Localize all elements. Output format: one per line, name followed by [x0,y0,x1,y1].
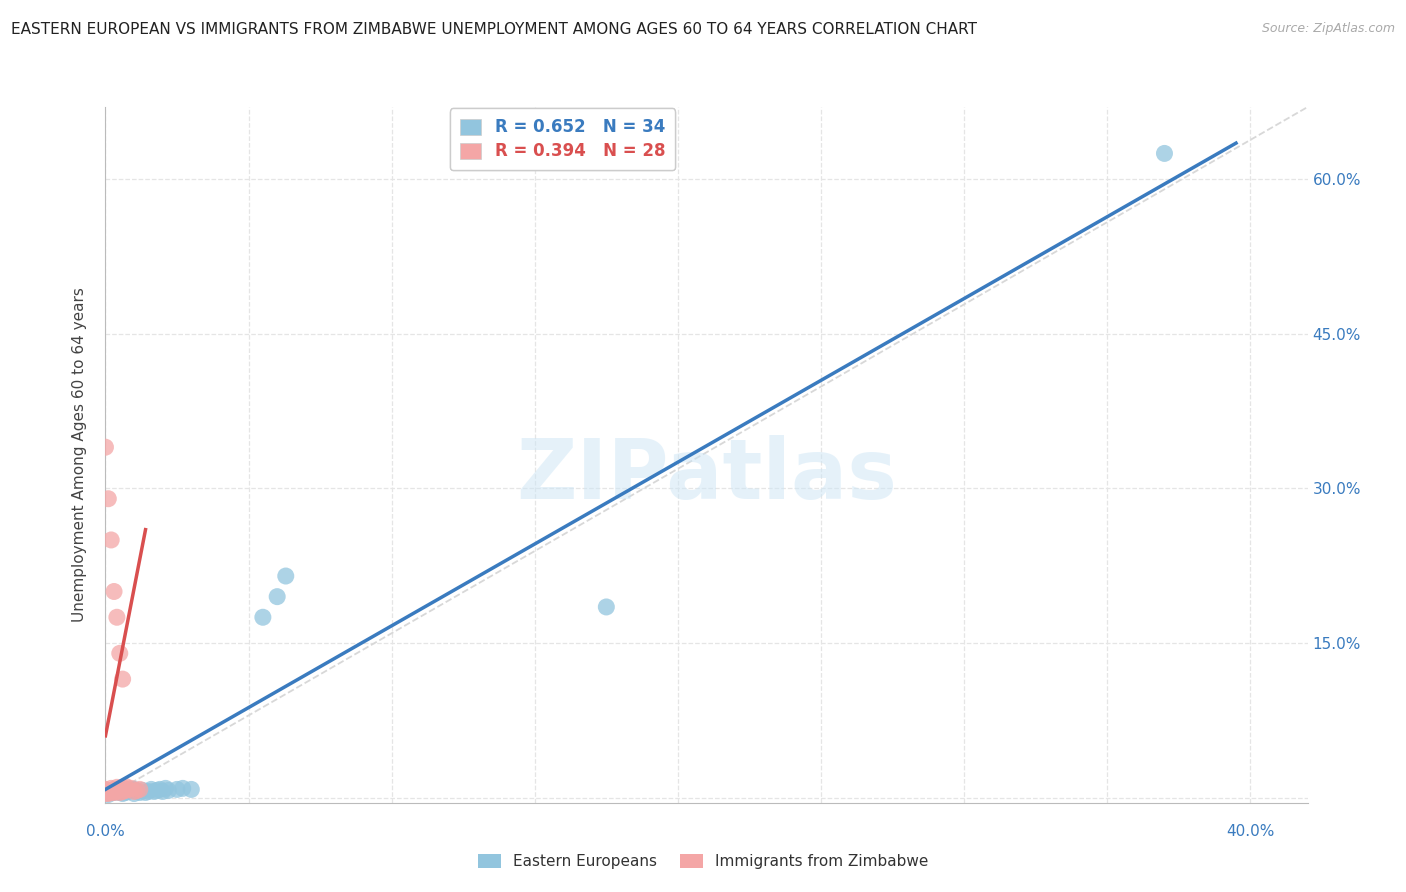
Point [117,784,139,798]
Point [114,780,136,794]
Point [111,784,134,798]
Point [595,599,617,614]
Point [274,569,297,583]
Text: Source: ZipAtlas.com: Source: ZipAtlas.com [1261,22,1395,36]
Point [172,781,194,796]
Point [266,590,288,604]
Point [157,783,180,797]
Point [141,782,163,797]
Point [149,782,172,797]
Point [108,785,131,799]
Point [155,781,177,796]
Point [94,785,117,799]
Point [146,783,169,797]
Point [100,781,122,796]
Point [108,782,131,797]
Text: EASTERN EUROPEAN VS IMMIGRANTS FROM ZIMBABWE UNEMPLOYMENT AMONG AGES 60 TO 64 YE: EASTERN EUROPEAN VS IMMIGRANTS FROM ZIMB… [11,22,977,37]
Point [114,785,136,799]
Point [94,440,117,454]
Point [97,491,120,506]
Point [94,782,117,797]
Point [128,785,150,799]
Point [135,785,157,799]
Point [105,610,128,624]
Point [252,610,274,624]
Point [122,784,145,798]
Point [108,646,131,660]
Y-axis label: Unemployment Among Ages 60 to 64 years: Unemployment Among Ages 60 to 64 years [72,287,87,623]
Point [122,787,145,801]
Point [114,783,136,797]
Point [97,783,120,797]
Point [105,783,128,797]
Point [97,788,120,802]
Point [180,782,202,797]
Point [120,781,142,796]
Point [125,783,148,797]
Legend: Eastern Europeans, Immigrants from Zimbabwe: Eastern Europeans, Immigrants from Zimba… [471,848,935,875]
Point [1153,146,1175,161]
Point [108,785,131,799]
Point [108,781,131,796]
Point [105,780,128,795]
Point [111,672,134,686]
Point [105,784,128,798]
Point [120,783,142,797]
Point [100,785,122,799]
Point [128,782,150,797]
Point [111,780,134,795]
Point [131,783,153,797]
Text: 0.0%: 0.0% [86,823,125,838]
Text: ZIPatlas: ZIPatlas [516,435,897,516]
Point [111,783,134,797]
Point [111,787,134,801]
Point [125,784,148,798]
Point [138,784,160,798]
Text: 40.0%: 40.0% [1226,823,1274,838]
Point [103,785,125,799]
Point [100,785,122,799]
Point [103,785,125,799]
Point [166,782,188,797]
Point [100,533,122,547]
Point [103,782,125,797]
Point [103,584,125,599]
Point [97,787,120,801]
Point [152,784,174,798]
Point [117,782,139,797]
Legend: R = 0.652   N = 34, R = 0.394   N = 28: R = 0.652 N = 34, R = 0.394 N = 28 [450,109,675,170]
Point [94,787,117,801]
Point [122,782,145,797]
Point [143,784,166,798]
